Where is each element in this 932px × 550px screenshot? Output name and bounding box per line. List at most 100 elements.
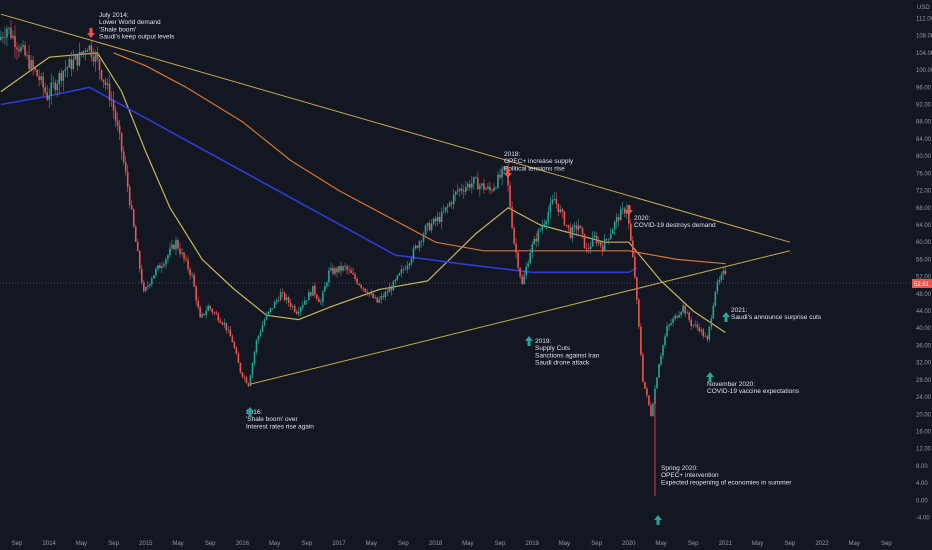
candle-body bbox=[646, 388, 648, 396]
y-tick-label: 8.00 bbox=[916, 464, 928, 470]
candle-body bbox=[710, 318, 713, 327]
annotation-line: Political tensions rise bbox=[504, 165, 565, 172]
candle-body bbox=[696, 324, 699, 328]
candle-body bbox=[44, 87, 46, 93]
candle-body bbox=[410, 258, 413, 264]
candle-body bbox=[430, 223, 433, 231]
candle-body bbox=[229, 329, 232, 337]
candle-body bbox=[291, 306, 294, 307]
candle-body bbox=[706, 336, 709, 340]
y-tick-label: 88.00 bbox=[916, 120, 932, 126]
candle-body bbox=[422, 234, 425, 242]
candle-body bbox=[18, 49, 20, 52]
candle-body bbox=[183, 252, 185, 259]
candle-body bbox=[692, 325, 694, 326]
candle-body bbox=[149, 284, 151, 286]
candle-body bbox=[549, 203, 552, 213]
candle-body bbox=[124, 161, 127, 172]
x-tick-label: 2019 bbox=[526, 541, 540, 547]
candle-body bbox=[436, 217, 439, 222]
y-tick-label: 104.00 bbox=[916, 51, 932, 57]
candle-body bbox=[446, 205, 449, 208]
price-axis[interactable]: USD 112.00 108.00 104.00 100.00 96.00 92.00 88… bbox=[916, 5, 932, 522]
annotation-nov2020: November 2020:COVID-19 vaccine expectati… bbox=[706, 372, 800, 395]
candle-body bbox=[354, 274, 356, 279]
candle-body bbox=[559, 209, 562, 213]
candle-body bbox=[42, 76, 44, 88]
candle-body bbox=[191, 274, 193, 276]
annotation-line: July 2014: bbox=[99, 12, 129, 19]
candle-body bbox=[426, 223, 429, 226]
candle-body bbox=[533, 238, 536, 245]
candle-body bbox=[255, 340, 258, 353]
x-tick-label: May bbox=[559, 541, 570, 547]
candle-body bbox=[157, 265, 159, 270]
y-tick-label: 0.00 bbox=[916, 498, 928, 504]
candle-body bbox=[301, 304, 304, 308]
arrow-up-icon bbox=[246, 407, 254, 417]
candle-body bbox=[175, 240, 177, 250]
candle-body bbox=[24, 45, 26, 56]
candle-body bbox=[207, 305, 209, 311]
candle-body bbox=[92, 56, 95, 62]
time-axis[interactable]: Sep 2014 May Sep 2015 May Sep 2016 May Sep 2017 May… bbox=[12, 541, 893, 547]
candle-body bbox=[702, 329, 705, 337]
candle-body bbox=[541, 225, 544, 230]
candle-body bbox=[462, 190, 465, 192]
annotation-line: 2016: bbox=[246, 409, 262, 416]
candle-body bbox=[543, 224, 546, 226]
candle-body bbox=[388, 287, 391, 293]
y-tick-label: 72.00 bbox=[916, 189, 932, 195]
candle-body bbox=[644, 381, 646, 389]
annotation-line: Saudi's announce surprise cuts bbox=[731, 314, 822, 321]
candle-body bbox=[473, 177, 475, 184]
candle-body bbox=[491, 190, 493, 191]
moving-average-line bbox=[113, 52, 726, 265]
candle-body bbox=[12, 35, 14, 38]
candle-body bbox=[350, 270, 352, 273]
y-tick-label: 52.00 bbox=[916, 275, 932, 281]
x-tick-label: Sep bbox=[301, 541, 312, 547]
candle-body bbox=[330, 268, 332, 271]
candle-body bbox=[126, 171, 129, 187]
candle-body bbox=[658, 364, 660, 378]
candle-body bbox=[444, 207, 447, 212]
candle-body bbox=[295, 311, 298, 314]
candle-body bbox=[642, 354, 644, 382]
x-tick-label: May bbox=[269, 541, 280, 547]
candle-body bbox=[517, 252, 519, 268]
candle-body bbox=[617, 217, 620, 221]
candle-body bbox=[720, 274, 723, 280]
candle-body bbox=[613, 222, 616, 230]
annotation-jan2020: 2020:COVID-19 destroys demand bbox=[625, 205, 716, 229]
candle-body bbox=[372, 293, 375, 299]
candle-body bbox=[239, 362, 242, 373]
candle-body bbox=[390, 287, 393, 291]
annotation-jul2014: July 2014:Lower World demand'Shale boom'… bbox=[87, 12, 175, 41]
candle-body bbox=[515, 243, 517, 253]
candle-body bbox=[694, 324, 697, 326]
candle-body bbox=[340, 265, 342, 271]
candle-body bbox=[118, 125, 121, 133]
candle-body bbox=[271, 308, 274, 309]
candle-body bbox=[640, 326, 642, 355]
candle-body bbox=[324, 286, 326, 292]
candle-body bbox=[686, 312, 688, 314]
candle-body bbox=[370, 293, 372, 295]
candle-body bbox=[428, 223, 431, 231]
candle-body bbox=[96, 53, 99, 60]
last-price-tag-text: 52.61 bbox=[914, 282, 930, 288]
candle-body bbox=[676, 315, 678, 318]
y-tick-label: 76.00 bbox=[916, 171, 932, 177]
candle-body bbox=[299, 307, 302, 312]
candle-body bbox=[100, 70, 103, 80]
candle-body bbox=[165, 259, 167, 265]
x-tick-label: 2021 bbox=[719, 541, 733, 547]
moving-average-line bbox=[0, 86, 638, 274]
candle-body bbox=[136, 241, 139, 252]
candle-body bbox=[261, 325, 264, 332]
candle-body bbox=[378, 299, 381, 303]
